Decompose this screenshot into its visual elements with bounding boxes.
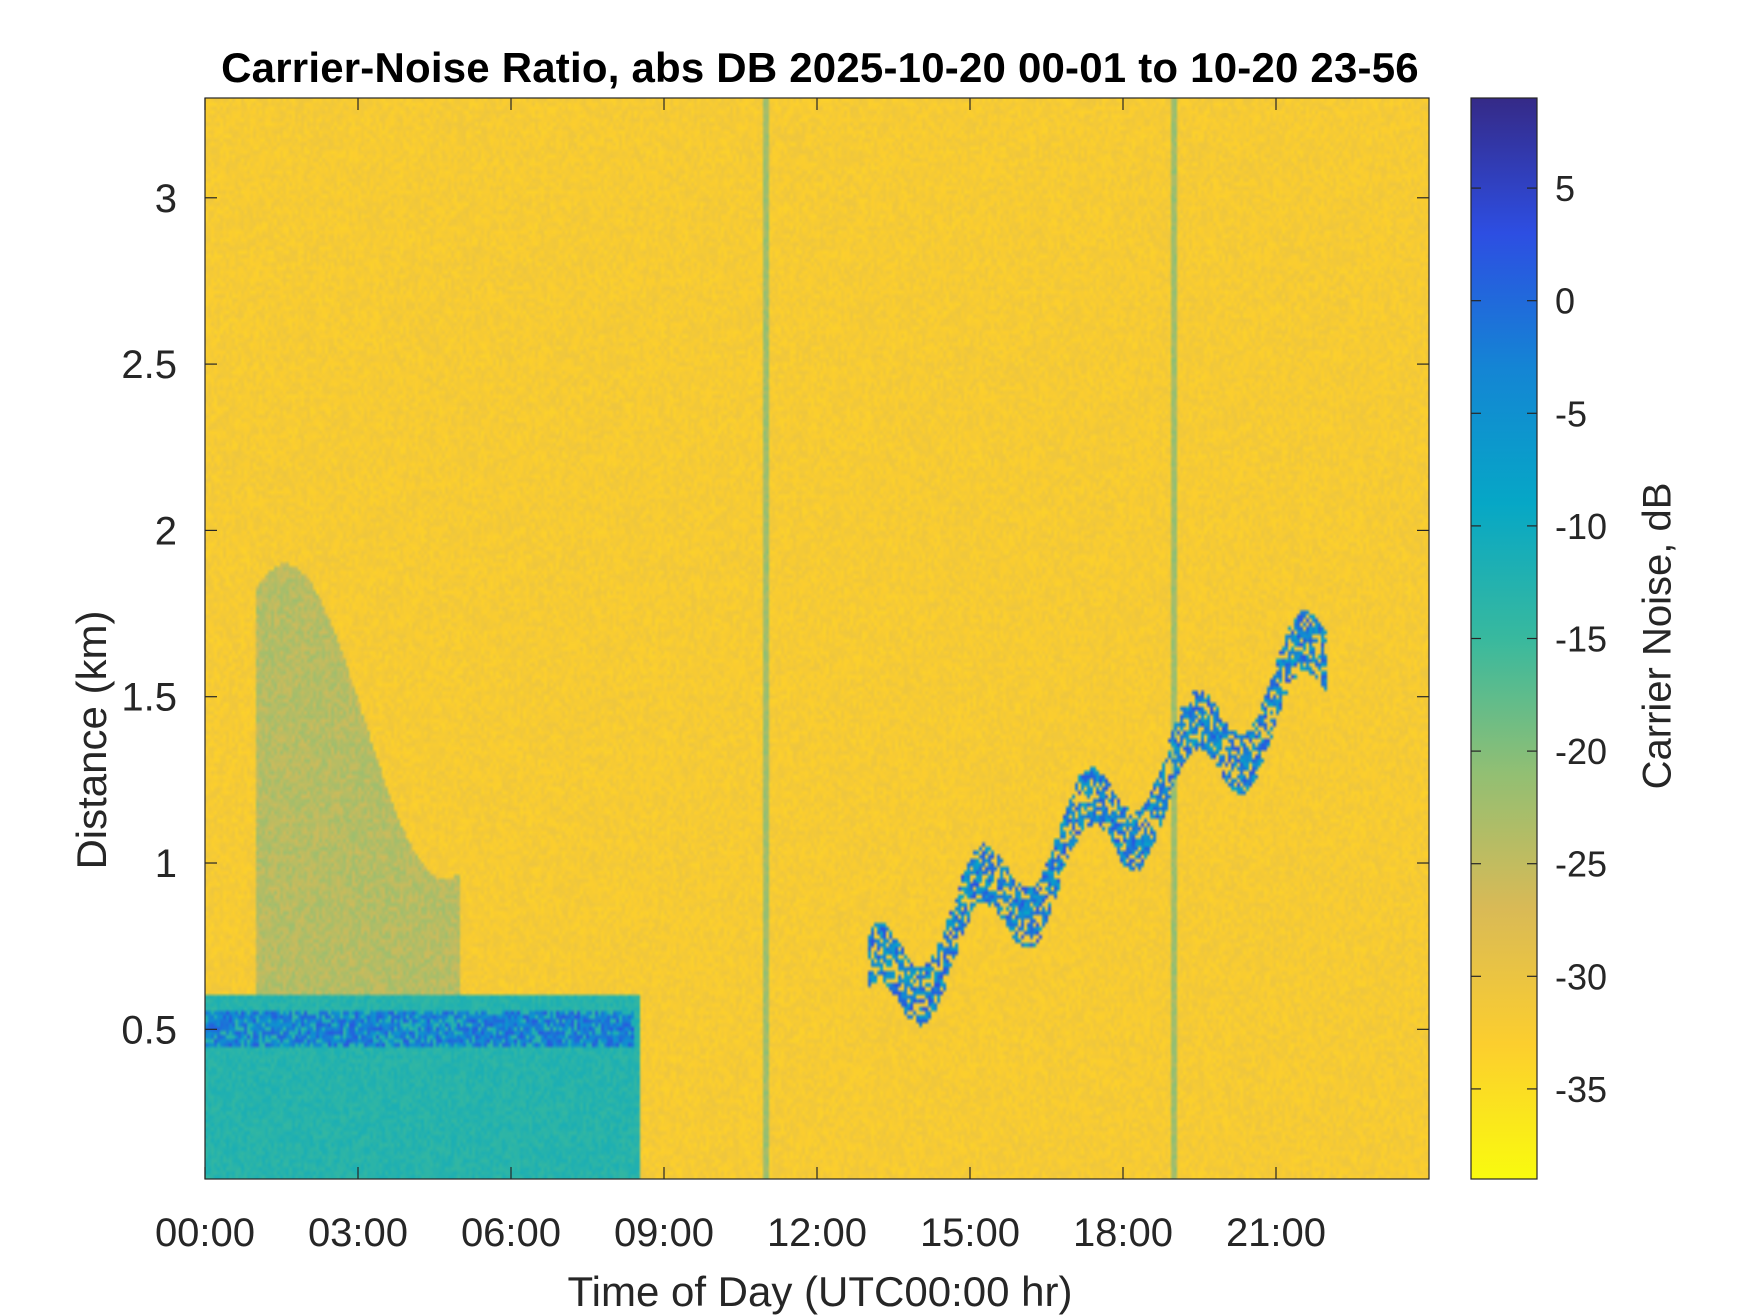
- colorbar-tick-label: -10: [1555, 506, 1607, 547]
- x-axis: 00:00 03:00 06:00 09:00 12:00 15:00 18:00 21:00: [155, 98, 1326, 1255]
- heatmap-image: [205, 98, 1429, 1179]
- colorbar-label: Carrier Noise, dB: [1635, 482, 1680, 790]
- x-tick-label: 18:00: [1073, 1211, 1173, 1255]
- y-tick-label: 1.5: [121, 676, 177, 720]
- colorbar-tick-label: -25: [1555, 844, 1607, 885]
- x-tick-label: 12:00: [767, 1211, 867, 1255]
- y-tick-label: 3: [155, 177, 177, 221]
- colorbar-tick-label: -30: [1555, 956, 1607, 997]
- x-tick-label: 06:00: [461, 1211, 561, 1255]
- y-axis: 0.5 1 1.5 2 2.5 3: [121, 177, 1429, 1052]
- x-tick-label: 03:00: [308, 1211, 408, 1255]
- x-axis-label: Time of Day (UTC00:00 hr): [567, 1268, 1073, 1315]
- chart-title: Carrier-Noise Ratio, abs DB 2025-10-20 0…: [221, 44, 1419, 91]
- colorbar-tick-label: -35: [1555, 1069, 1607, 1110]
- colorbar-tick-label: -20: [1555, 731, 1607, 772]
- x-tick-label: 21:00: [1226, 1211, 1326, 1255]
- colorbar: [1470, 97, 1538, 1180]
- y-tick-label: 2: [155, 509, 177, 553]
- colorbar-axis: 5 0 -5 -10 -15 -20 -25 -30 -35: [1471, 168, 1607, 1110]
- colorbar-tick-label: 0: [1555, 281, 1575, 322]
- colorbar-tick-label: -5: [1555, 393, 1587, 434]
- y-axis-label: Distance (km): [68, 610, 115, 870]
- x-tick-label: 15:00: [920, 1211, 1020, 1255]
- x-tick-label: 09:00: [614, 1211, 714, 1255]
- colorbar-tick-label: -15: [1555, 619, 1607, 660]
- x-tick-label: 00:00: [155, 1211, 255, 1255]
- y-tick-label: 2.5: [121, 343, 177, 387]
- y-tick-label: 0.5: [121, 1008, 177, 1052]
- colorbar-tick-label: 5: [1555, 168, 1575, 209]
- y-tick-label: 1: [155, 842, 177, 886]
